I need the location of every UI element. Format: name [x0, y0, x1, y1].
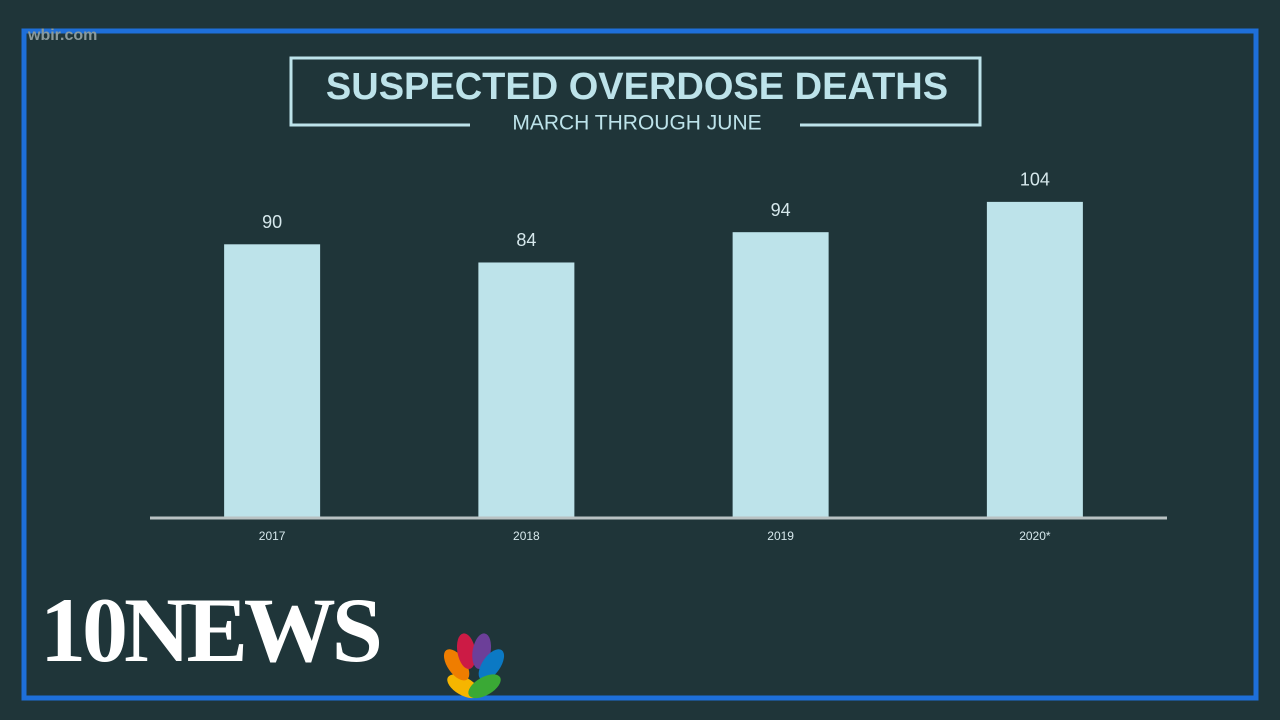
x-tick-label: 2018: [513, 529, 540, 543]
bar: [224, 244, 321, 518]
data-label: 104: [1020, 170, 1050, 190]
x-tick-label: 2019: [767, 529, 794, 543]
watermark: wbir.com: [27, 27, 97, 44]
subtitle-gap: [470, 112, 800, 136]
chart-subtitle: MARCH THROUGH JUNE: [512, 112, 761, 135]
bar: [986, 201, 1083, 517]
frame: [21, 28, 1259, 701]
x-tick-label: 2020*: [1019, 529, 1051, 543]
bar: [478, 262, 575, 517]
logo: 10NEWS: [40, 579, 380, 681]
peacock: [443, 633, 505, 699]
data-label: 90: [262, 212, 282, 232]
x-tick-label: 2017: [259, 529, 286, 543]
chart-title: SUSPECTED OVERDOSE DEATHS: [326, 66, 948, 108]
data-label: 94: [771, 200, 791, 220]
bar: [732, 232, 829, 517]
data-label: 84: [516, 230, 536, 250]
plot: 90 2017 84 2018 94 2019 104 2020*: [224, 170, 1083, 543]
